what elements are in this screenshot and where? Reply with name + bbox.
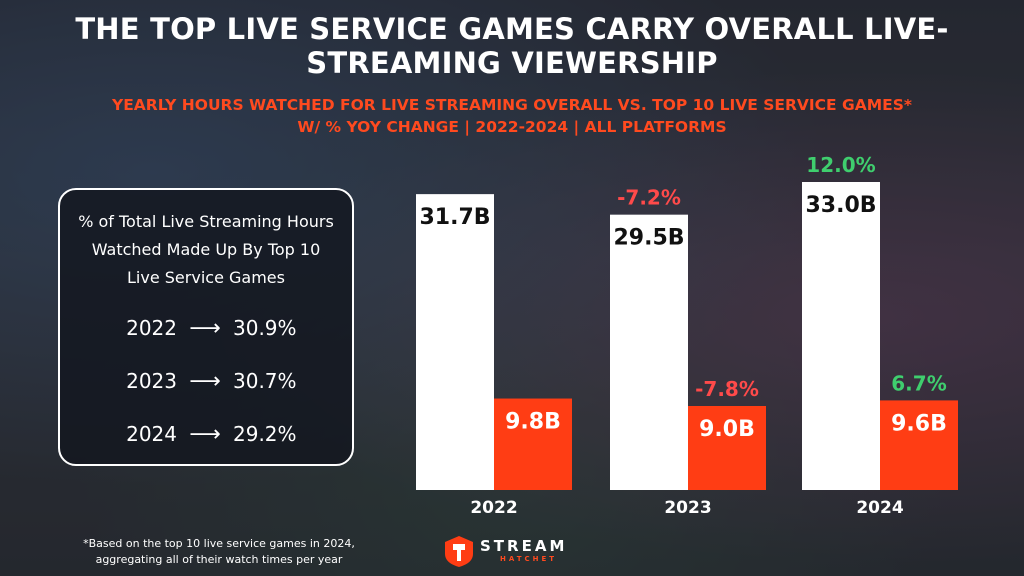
share-row-value: 29.2% — [233, 422, 297, 446]
bar-series-1-2024 — [802, 182, 880, 490]
data-label-series-1-2022: 31.7B — [419, 205, 490, 230]
chart-subtitle: YEARLY HOURS WATCHED FOR LIVE STREAMING … — [0, 94, 1024, 138]
bar-series-2-2024 — [880, 400, 958, 490]
share-panel-title: % of Total Live Streaming Hours Watched … — [78, 212, 334, 287]
x-tick-label-2024: 2024 — [856, 498, 903, 518]
x-tick-label-2022: 2022 — [470, 498, 517, 518]
share-row-2024: 2024 ⟶ 29.2% — [60, 418, 352, 450]
arrow-right-icon: ⟶ — [189, 368, 221, 394]
yoy-label-series-1-2024: 12.0% — [806, 153, 875, 177]
subtitle-line-1: YEARLY HOURS WATCHED FOR LIVE STREAMING … — [111, 96, 913, 114]
logo-sub: HATCHET — [500, 555, 558, 563]
yoy-label-series-2-2024: 6.7% — [891, 371, 946, 395]
share-row-year: 2023 — [126, 369, 177, 393]
share-panel: % of Total Live Streaming Hours Watched … — [58, 188, 354, 466]
share-row-year: 2022 — [126, 316, 177, 340]
logo-name: STREAM — [480, 537, 568, 555]
bar-series-2-2023 — [688, 406, 766, 490]
yoy-label-series-2-2023: -7.8% — [695, 377, 759, 401]
share-row-value: 30.9% — [233, 316, 297, 340]
share-row-2022: 2022 ⟶ 30.9% — [60, 312, 352, 344]
share-row-2023: 2023 ⟶ 30.7% — [60, 365, 352, 397]
hatchet-logo-icon — [445, 536, 473, 567]
chart-title: THE TOP LIVE SERVICE GAMES CARRY OVERALL… — [75, 12, 949, 80]
x-tick-label-2023: 2023 — [664, 498, 711, 518]
bar-series-1-2023 — [610, 214, 688, 490]
yoy-label-series-1-2023: -7.2% — [617, 186, 681, 210]
data-label-series-2-2022: 9.8B — [505, 410, 561, 435]
data-label-series-1-2023: 29.5B — [613, 226, 684, 251]
footnote: *Based on the top 10 live service games … — [83, 537, 355, 566]
subtitle-line-2: W/ % YOY CHANGE | 2022-2024 | ALL PLATFO… — [297, 118, 727, 136]
share-row-year: 2024 — [126, 422, 177, 446]
arrow-right-icon: ⟶ — [189, 421, 221, 447]
bar-series-1-2022 — [416, 194, 494, 490]
share-row-value: 30.7% — [233, 369, 297, 393]
bar-series-2-2022 — [494, 398, 572, 490]
arrow-right-icon: ⟶ — [189, 315, 221, 341]
data-label-series-1-2024: 33.0B — [805, 193, 876, 218]
data-label-series-2-2023: 9.0B — [699, 417, 755, 442]
data-label-series-2-2024: 9.6B — [891, 411, 947, 436]
stream-hatchet-logo: STREAM HATCHET — [442, 534, 592, 570]
